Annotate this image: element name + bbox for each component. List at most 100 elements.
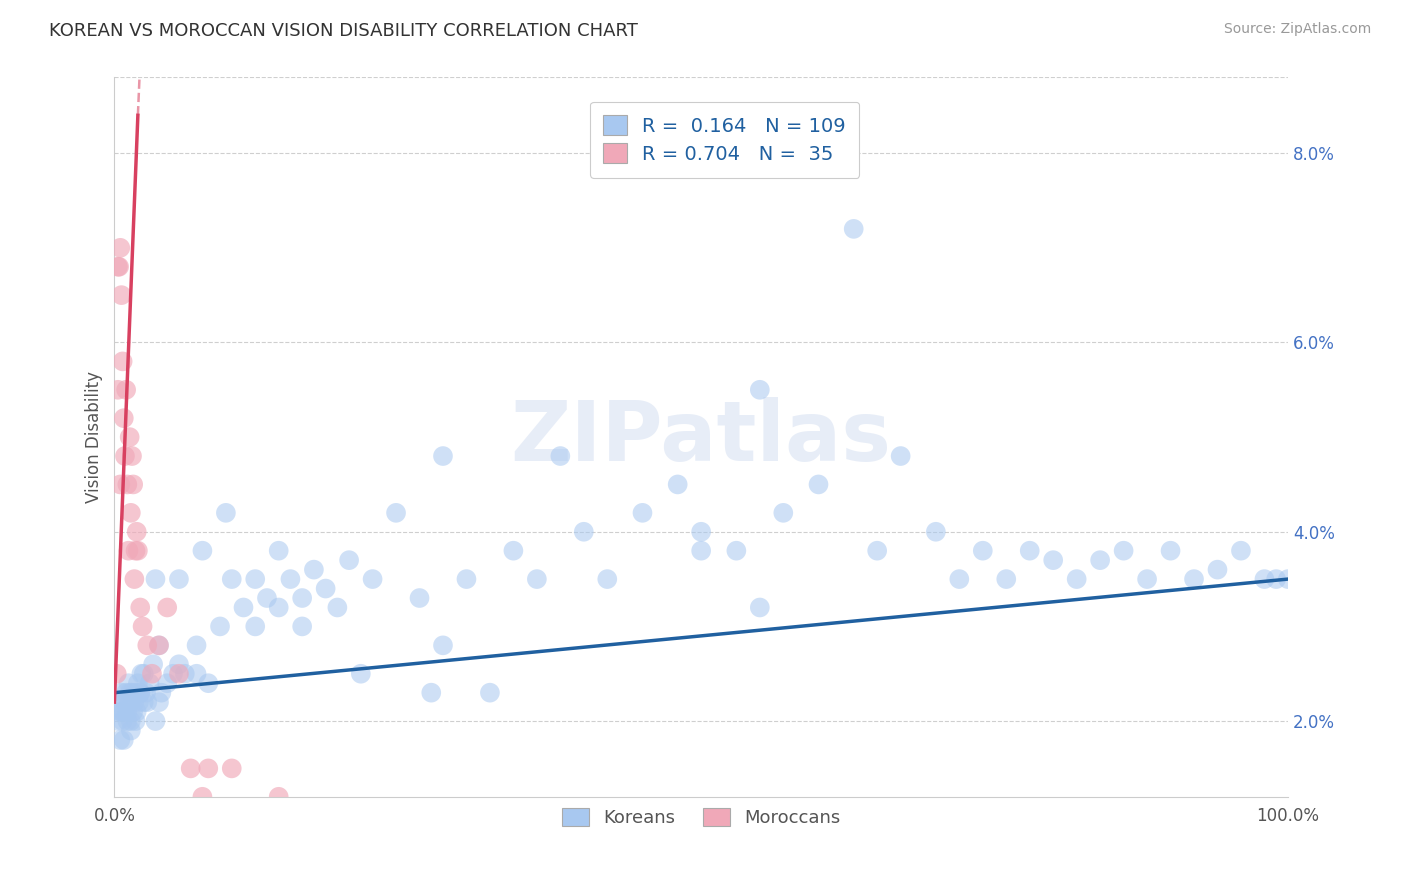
Point xyxy=(948,572,970,586)
Point xyxy=(842,222,865,236)
Legend: Koreans, Moroccans: Koreans, Moroccans xyxy=(555,801,848,835)
Point xyxy=(107,260,129,274)
Point xyxy=(125,705,148,719)
Point xyxy=(121,449,143,463)
Point xyxy=(112,705,135,719)
Point xyxy=(121,686,143,700)
Point xyxy=(280,572,302,586)
Point xyxy=(167,572,190,586)
Point xyxy=(502,543,524,558)
Point xyxy=(361,572,384,586)
Point xyxy=(118,686,141,700)
Point xyxy=(118,430,141,444)
Text: Source: ZipAtlas.com: Source: ZipAtlas.com xyxy=(1223,22,1371,37)
Point xyxy=(132,695,155,709)
Point xyxy=(110,705,132,719)
Point xyxy=(110,705,132,719)
Point xyxy=(350,666,373,681)
Point xyxy=(1018,543,1040,558)
Point xyxy=(114,449,136,463)
Point xyxy=(478,686,501,700)
Point xyxy=(232,600,254,615)
Point xyxy=(124,714,146,728)
Point xyxy=(197,676,219,690)
Point xyxy=(291,591,314,605)
Point xyxy=(690,543,713,558)
Point xyxy=(186,666,208,681)
Point xyxy=(191,543,214,558)
Point xyxy=(1160,543,1182,558)
Point xyxy=(145,572,167,586)
Point xyxy=(772,506,794,520)
Point xyxy=(972,543,994,558)
Point xyxy=(180,761,202,775)
Point xyxy=(1042,553,1064,567)
Point xyxy=(748,383,770,397)
Point xyxy=(995,572,1018,586)
Point xyxy=(167,657,190,672)
Point xyxy=(148,638,170,652)
Point xyxy=(572,524,595,539)
Point xyxy=(1066,572,1088,586)
Point xyxy=(1206,563,1229,577)
Point xyxy=(596,572,619,586)
Point xyxy=(122,477,145,491)
Point xyxy=(110,733,132,747)
Point xyxy=(925,524,948,539)
Point xyxy=(156,676,179,690)
Point xyxy=(432,638,454,652)
Point xyxy=(337,553,360,567)
Point xyxy=(138,676,160,690)
Point xyxy=(120,714,142,728)
Point xyxy=(267,600,290,615)
Point xyxy=(108,260,131,274)
Point xyxy=(807,477,830,491)
Point xyxy=(114,695,136,709)
Point xyxy=(197,761,219,775)
Point xyxy=(725,543,748,558)
Point xyxy=(120,506,142,520)
Point xyxy=(129,600,152,615)
Point xyxy=(117,676,139,690)
Point xyxy=(385,506,408,520)
Point xyxy=(1277,572,1299,586)
Point xyxy=(136,695,159,709)
Point xyxy=(122,705,145,719)
Point xyxy=(550,449,572,463)
Point xyxy=(1253,572,1275,586)
Point xyxy=(117,543,139,558)
Point xyxy=(110,288,132,302)
Point xyxy=(315,582,337,596)
Point xyxy=(110,241,132,255)
Point xyxy=(1136,572,1159,586)
Point xyxy=(111,354,134,368)
Point xyxy=(135,686,157,700)
Point xyxy=(107,695,129,709)
Point xyxy=(1265,572,1288,586)
Point xyxy=(631,506,654,520)
Point xyxy=(124,695,146,709)
Point xyxy=(245,572,267,586)
Text: KOREAN VS MOROCCAN VISION DISABILITY CORRELATION CHART: KOREAN VS MOROCCAN VISION DISABILITY COR… xyxy=(49,22,638,40)
Point xyxy=(1088,553,1111,567)
Point xyxy=(117,705,139,719)
Point xyxy=(186,638,208,652)
Point xyxy=(127,543,149,558)
Point xyxy=(890,449,912,463)
Point xyxy=(215,506,238,520)
Point xyxy=(456,572,478,586)
Text: ZIPatlas: ZIPatlas xyxy=(510,397,891,477)
Point xyxy=(115,686,138,700)
Point xyxy=(148,695,170,709)
Point xyxy=(1230,543,1253,558)
Y-axis label: Vision Disability: Vision Disability xyxy=(86,371,103,503)
Point xyxy=(173,666,195,681)
Point xyxy=(432,449,454,463)
Point xyxy=(136,638,159,652)
Point xyxy=(302,563,325,577)
Point xyxy=(420,686,443,700)
Point xyxy=(112,411,135,425)
Point xyxy=(208,808,231,822)
Point xyxy=(748,600,770,615)
Point xyxy=(112,733,135,747)
